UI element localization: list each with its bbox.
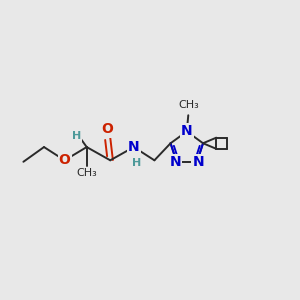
Text: N: N <box>181 124 193 139</box>
Text: CH₃: CH₃ <box>179 100 200 110</box>
Text: N: N <box>169 155 181 169</box>
Text: N: N <box>128 140 140 154</box>
Text: N: N <box>193 155 204 169</box>
Text: CH₃: CH₃ <box>76 168 97 178</box>
Text: H: H <box>72 131 81 141</box>
Text: O: O <box>59 153 70 167</box>
Text: O: O <box>101 122 113 136</box>
Text: H: H <box>131 158 141 168</box>
